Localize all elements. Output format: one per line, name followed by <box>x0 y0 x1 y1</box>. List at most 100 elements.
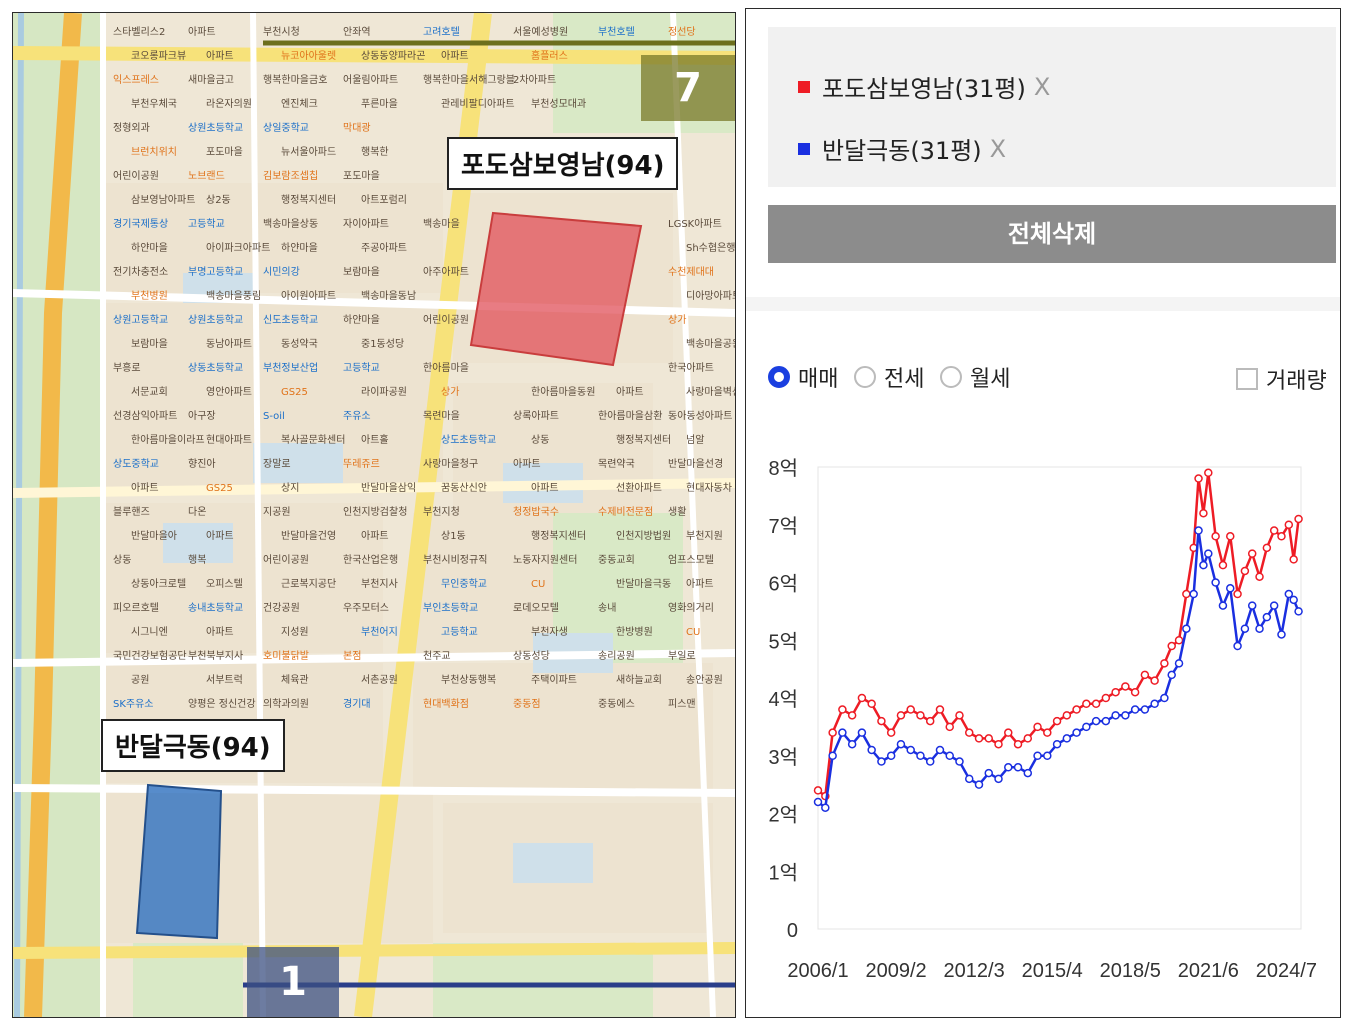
map-poi-label[interactable]: 브런치위치 <box>131 147 177 158</box>
map-poi-label[interactable]: 부천지원 <box>686 531 723 542</box>
map-poi-label[interactable]: 디아망아파트 <box>686 291 736 302</box>
map-poi-label[interactable]: 한아름마을삼환 <box>598 411 663 422</box>
map-poi-label[interactable]: 아파트 <box>513 459 541 470</box>
map-poi-label[interactable]: 한아름마을 <box>423 363 469 374</box>
map-poi-label[interactable]: 경기대 <box>343 699 371 710</box>
map-poi-label[interactable]: 중동점 <box>513 699 541 710</box>
map-poi-label[interactable]: 행정복지센터 <box>531 531 587 542</box>
map-poi-label[interactable]: 서촌공원 <box>361 675 398 686</box>
map-poi-label[interactable]: 어린이공원 <box>263 555 309 566</box>
map-poi-label[interactable]: 전기차충전소 <box>113 267 169 278</box>
map-poi-label[interactable]: 상2동 <box>206 195 231 206</box>
map-poi-label[interactable]: 상원초등학교 <box>188 123 244 134</box>
map-poi-label[interactable]: 고려호텔 <box>423 27 460 38</box>
map-poi-label[interactable]: 익스프레스 <box>113 75 159 86</box>
map-poi-label[interactable]: 수천제대대 <box>668 267 714 278</box>
map-poi-label[interactable]: 뉴서울아파드 <box>281 147 337 158</box>
map-poi-label[interactable]: 어울림아파트 <box>343 75 399 86</box>
map-poi-label[interactable]: 우주모터스 <box>343 603 389 614</box>
map-poi-label[interactable]: 반달마을아 <box>131 531 177 542</box>
map-poi-label[interactable]: 수제비전문점 <box>598 507 654 518</box>
map-poi-label[interactable]: 오피스텔 <box>206 579 243 590</box>
map-poi-label[interactable]: 목련약국 <box>598 459 635 470</box>
map-poi-label[interactable]: 향진아 <box>188 459 216 470</box>
map-poi-label[interactable]: Sh수협은행 <box>686 243 736 254</box>
map-poi-label[interactable]: 부천시비정규직 <box>423 555 488 566</box>
map-poi-label[interactable]: 상가 <box>441 387 460 398</box>
map-poi-label[interactable]: 주택이파트 <box>531 675 577 686</box>
map-poi-label[interactable]: 현대백화점 <box>423 699 469 710</box>
map-poi-label[interactable]: 장말로 <box>263 459 291 470</box>
map-poi-label[interactable]: 국민건강보험공단 <box>113 651 187 662</box>
map-poi-label[interactable]: 꿈동산신안 <box>441 483 487 494</box>
map-poi-label[interactable]: SK주유소 <box>113 699 154 710</box>
map-poi-label[interactable]: 한국산업은행 <box>343 555 399 566</box>
map-poi-label[interactable]: 아파트 <box>441 51 469 62</box>
map-poi-label[interactable]: 시민의강 <box>263 267 300 278</box>
map-poi-label[interactable]: 주공아파트 <box>361 243 407 254</box>
map-poi-label[interactable]: 아트홀 <box>361 435 389 446</box>
map-poi-label[interactable]: 부일로 <box>668 651 696 662</box>
volume-checkbox-box[interactable] <box>1236 368 1258 390</box>
map-poi-label[interactable]: 지성원 <box>281 627 309 638</box>
map-poi-label[interactable]: 선경삼익아파트 <box>113 411 178 422</box>
bandal-apartment-zone[interactable] <box>135 783 223 940</box>
radio-monthly-rent[interactable]: 월세 <box>940 361 1010 393</box>
podo-apartment-zone[interactable] <box>469 211 643 367</box>
delete-all-button[interactable]: 전체삭제 <box>768 205 1336 263</box>
map-poi-label[interactable]: 상1동 <box>441 531 466 542</box>
map-poi-label[interactable]: 상도초등학교 <box>441 435 497 446</box>
radio-sale[interactable]: 매매 <box>768 361 838 393</box>
map-poi-label[interactable]: 라이파공원 <box>361 387 407 398</box>
map-poi-label[interactable]: 상동 <box>531 435 550 446</box>
map-poi-label[interactable]: 행복한마을금호 <box>263 75 328 86</box>
map-poi-label[interactable]: 반달마을선경 <box>668 459 724 470</box>
map-poi-label[interactable]: 관레비팔디아파트 <box>441 99 515 110</box>
map-poi-label[interactable]: 행복한 <box>361 147 389 158</box>
map-poi-label[interactable]: 인천지방법원 <box>616 531 672 542</box>
map-poi-label[interactable]: 건강공원 <box>263 603 300 614</box>
map-poi-label[interactable]: 경기국제통상 <box>113 219 169 230</box>
map-poi-label[interactable]: 신도초등학교 <box>263 315 319 326</box>
map-poi-label[interactable]: 아이파크아파트 <box>206 243 271 254</box>
map-poi-label[interactable]: 서부트럭 <box>206 675 243 686</box>
map-poi-label[interactable]: 송내 <box>598 603 617 614</box>
map-poi-label[interactable]: 아이원아파트 <box>281 291 337 302</box>
map-poi-label[interactable]: LGSK아파트 <box>668 219 722 230</box>
map-poi-label[interactable]: 홈플러스 <box>531 51 568 62</box>
map-poi-label[interactable]: 피스맨 <box>668 699 696 710</box>
map-poi-label[interactable]: 아파트 <box>361 531 389 542</box>
map-poi-label[interactable]: 선환아파트 <box>616 483 662 494</box>
map-poi-label[interactable]: 부명고등학교 <box>188 267 244 278</box>
map-poi-label[interactable]: 상지 <box>281 483 300 494</box>
map-poi-label[interactable]: 김보람조셉칩 <box>263 171 319 182</box>
map-poi-label[interactable]: 아파트 <box>188 27 216 38</box>
map-poi-label[interactable]: 부인초등학교 <box>423 603 479 614</box>
map-poi-label[interactable]: 사랑마을청구 <box>423 459 479 470</box>
map-poi-label[interactable]: 체육관 <box>281 675 309 686</box>
map-poi-label[interactable]: 부천호텔 <box>598 27 635 38</box>
radio-monthly-rent-dot[interactable] <box>940 366 962 388</box>
map-poi-label[interactable]: 송리공원 <box>598 651 635 662</box>
map-poi-label[interactable]: CU <box>531 579 546 590</box>
map-poi-label[interactable]: 본점 <box>343 651 362 662</box>
map-poi-label[interactable]: 행정복지센터 <box>616 435 672 446</box>
map-poi-label[interactable]: 청정밥국수 <box>513 507 559 518</box>
map-poi-label[interactable]: 아트포럼리 <box>361 195 407 206</box>
map-poi-label[interactable]: 부천성모대과 <box>531 99 587 110</box>
remove-bandal-icon[interactable]: X <box>989 134 1007 163</box>
map-poi-label[interactable]: 중동에스 <box>598 699 635 710</box>
map-poi-label[interactable]: 부천어지 <box>361 627 398 638</box>
map-poi-label[interactable]: 상동초등학교 <box>188 363 244 374</box>
map-poi-label[interactable]: 안좌역 <box>343 27 371 38</box>
map-poi-label[interactable]: 행복한마을서해그랑블 <box>423 75 515 86</box>
map-poi-label[interactable]: 복사골문화센터 <box>281 435 346 446</box>
map-poi-label[interactable]: 한방병원 <box>616 627 653 638</box>
map-poi-label[interactable]: 막대광 <box>343 123 371 134</box>
map-poi-label[interactable]: 엔진체크 <box>281 99 318 110</box>
map-poi-label[interactable]: 아파트 <box>206 531 234 542</box>
map-poi-label[interactable]: 백송마을 <box>423 219 460 230</box>
map-poi-label[interactable]: 아파트 <box>531 483 559 494</box>
map-poi-label[interactable]: 하얀마을 <box>131 243 168 254</box>
map-poi-label[interactable]: 부천북부지사 <box>188 651 244 662</box>
